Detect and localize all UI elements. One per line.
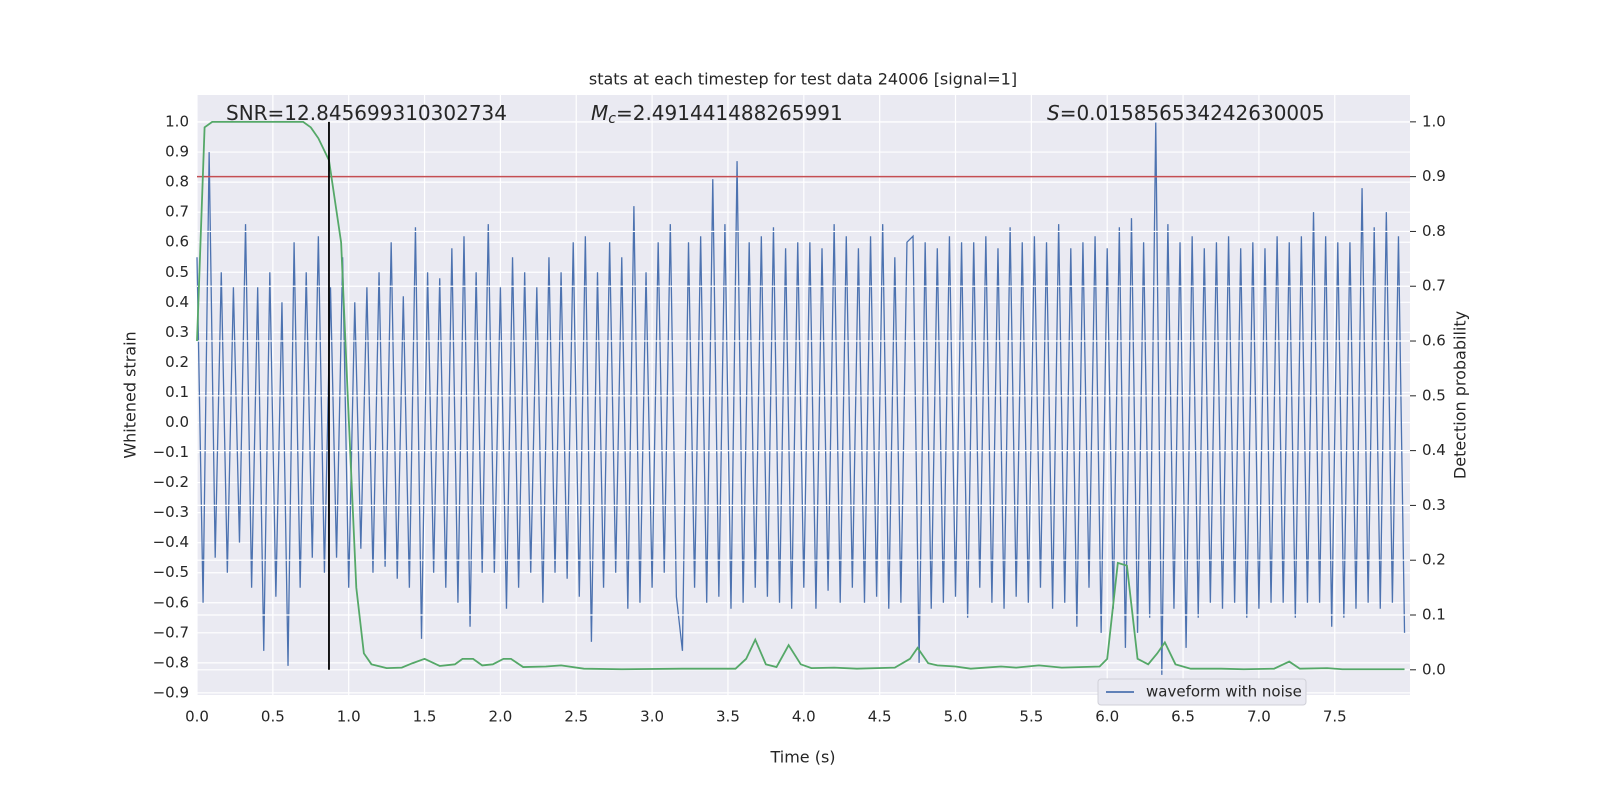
legend-label: waveform with noise xyxy=(1146,683,1302,701)
y-tick-label: 1.0 xyxy=(165,113,189,131)
y2-axis-label: Detection probability xyxy=(1451,311,1470,479)
y-tick-label: −0.3 xyxy=(153,503,189,521)
annotation-subscript: c xyxy=(608,111,616,127)
x-tick-label: 2.5 xyxy=(564,708,588,726)
annotation-text: SNR=12.845699310302734 xyxy=(226,101,507,125)
x-tick-label: 0.5 xyxy=(261,708,285,726)
x-tick-label: 1.5 xyxy=(413,708,437,726)
x-tick-label: 3.5 xyxy=(716,708,740,726)
y-tick-label: −0.1 xyxy=(153,443,189,461)
x-tick-label: 7.0 xyxy=(1247,708,1271,726)
annotation-symbol: S xyxy=(1047,101,1060,125)
y-tick-label: −0.2 xyxy=(153,473,189,491)
series-line xyxy=(196,120,1405,671)
y-axis-label: Whitened strain xyxy=(121,331,140,458)
annotation: Mc=2.491441488265991 xyxy=(591,101,843,128)
y-tick-label: 0.5 xyxy=(165,263,189,281)
y-tick-label: 0.4 xyxy=(165,293,189,311)
y-tick-label: −0.9 xyxy=(153,683,189,701)
series-line xyxy=(196,122,1406,675)
y-tick-label: 0.2 xyxy=(165,353,189,371)
y-tick-label: 0.1 xyxy=(165,383,189,401)
annotation: SNR=12.845699310302734 xyxy=(226,101,507,125)
y2-tick-label: 0.1 xyxy=(1422,606,1446,624)
y2-tick-label: 0.9 xyxy=(1422,167,1446,185)
x-tick-label: 6.0 xyxy=(1095,708,1119,726)
y2-tick-label: 0.0 xyxy=(1422,660,1446,678)
y-tick-label: 0.8 xyxy=(165,173,189,191)
x-tick-label: 6.5 xyxy=(1171,708,1195,726)
x-tick-label: 3.0 xyxy=(640,708,664,726)
x-tick-label: 4.5 xyxy=(868,708,892,726)
y-tick-label: 0.9 xyxy=(165,143,189,161)
x-tick-label: 1.0 xyxy=(337,708,361,726)
y-tick-label: 0.0 xyxy=(165,413,189,431)
annotation: S=0.015856534242630005 xyxy=(1047,101,1325,125)
y2-tick-label: 0.5 xyxy=(1422,386,1446,404)
y-tick-label: −0.5 xyxy=(153,563,189,581)
y-tick-label: −0.6 xyxy=(153,593,189,611)
y2-tick-label: 0.4 xyxy=(1422,441,1446,459)
y2-tick-label: 0.6 xyxy=(1422,332,1446,350)
y2-tick-label: 0.8 xyxy=(1422,222,1446,240)
y-tick-label: 0.6 xyxy=(165,233,189,251)
y2-tick-label: 0.3 xyxy=(1422,496,1446,514)
y2-tick-label: 0.2 xyxy=(1422,551,1446,569)
x-tick-label: 4.0 xyxy=(792,708,816,726)
x-axis-label: Time (s) xyxy=(769,748,835,767)
x-tick-label: 2.0 xyxy=(488,708,512,726)
y-tick-label: 0.3 xyxy=(165,323,189,341)
y-tick-label: −0.4 xyxy=(153,533,189,551)
x-tick-label: 7.5 xyxy=(1323,708,1347,726)
x-tick-label: 5.5 xyxy=(1019,708,1043,726)
y2-tick-label: 0.7 xyxy=(1422,277,1446,295)
annotation-text: =2.491441488265991 xyxy=(616,101,843,125)
y-tick-label: 0.7 xyxy=(165,203,189,221)
x-tick-label: 0.0 xyxy=(185,708,209,726)
y2-tick-label: 1.0 xyxy=(1422,112,1446,130)
y-tick-label: −0.8 xyxy=(153,653,189,671)
legend-box xyxy=(1097,678,1307,706)
y-tick-label: −0.7 xyxy=(153,623,189,641)
chart-title: stats at each timestep for test data 240… xyxy=(589,70,1017,89)
annotation-symbol: M xyxy=(591,101,608,125)
annotation-text: =0.015856534242630005 xyxy=(1060,101,1325,125)
x-tick-label: 5.0 xyxy=(944,708,968,726)
